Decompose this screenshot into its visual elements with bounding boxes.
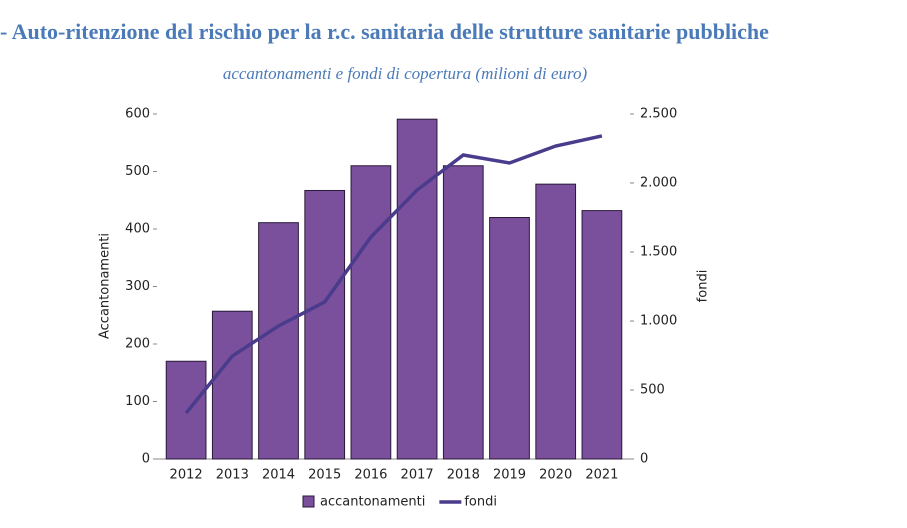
bar [535,183,577,460]
chart-subtitle: accantonamenti e fondi di copertura (mil… [223,64,588,83]
bar [442,165,484,460]
y-tick-label: 600 [125,107,150,122]
bar [489,217,530,460]
legend-swatch [302,495,315,508]
bar [211,310,253,460]
bar [350,165,392,460]
x-tick-label: 2014 [262,468,295,483]
bar [258,222,299,460]
bar [396,118,438,460]
y2-tick-label: 1.500 [640,245,677,260]
x-tick-label: 2021 [585,468,618,483]
x-tick-label: 2018 [447,468,480,483]
y-tick-label: 0 [142,452,150,467]
chart-title: - Auto-ritenzione del rischio per la r.c… [0,19,769,44]
y2-tick-label: 1.000 [640,314,677,329]
y2-tick-label: 2.000 [640,176,677,191]
line [184,134,603,415]
x-tick-label: 2015 [308,468,341,483]
y-tick-label: 100 [125,394,150,409]
x-tick-label: 2020 [539,468,572,483]
x-tick-label: 2012 [170,468,203,483]
bar [581,210,623,460]
bar [165,360,207,460]
x-tick-label: 2017 [401,468,434,483]
x-tick-label: 2013 [216,468,249,483]
y-tick-label: 200 [125,337,150,352]
y2-tick-label: 500 [640,383,665,398]
bar [304,189,346,460]
y-axis-label: Accantonamenti [98,233,113,339]
y2-axis-label: fondi [696,270,711,303]
y-tick-label: 400 [125,222,150,237]
x-tick-label: 2019 [493,468,526,483]
legend-label: accantonamenti [320,495,425,510]
y2-tick-label: 2.500 [640,107,677,122]
legend-label: fondi [464,495,497,510]
y2-tick-label: 0 [640,452,648,467]
y-tick-label: 300 [125,279,150,294]
x-tick-label: 2016 [354,468,387,483]
y-tick-label: 500 [125,164,150,179]
